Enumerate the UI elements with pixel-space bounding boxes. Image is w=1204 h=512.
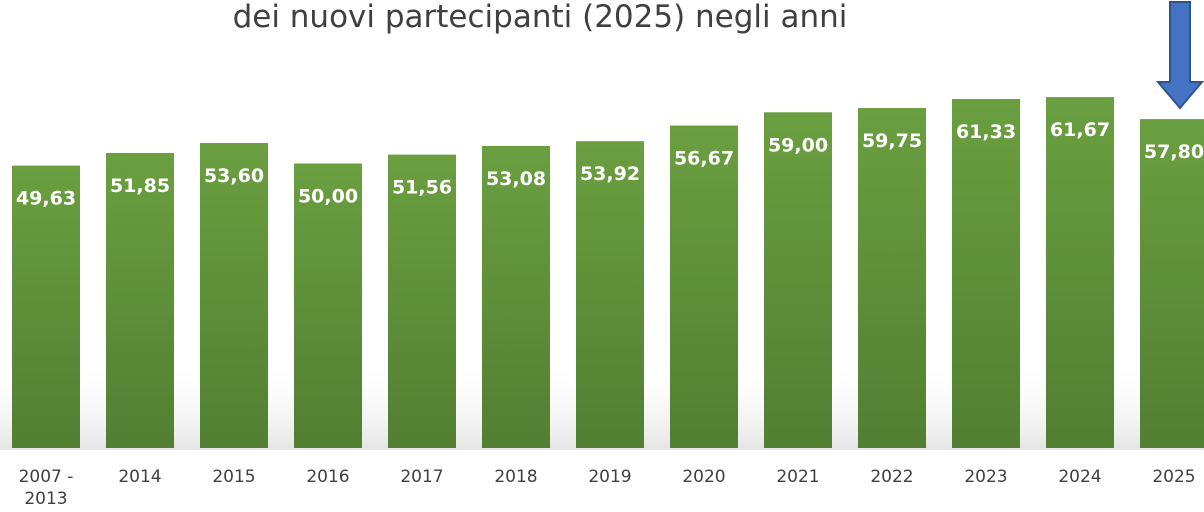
- x-tick-label: 2023: [964, 467, 1008, 487]
- bar: [858, 108, 926, 449]
- value-label: 57,80: [1144, 141, 1204, 163]
- x-tick-label: 2024: [1058, 467, 1102, 487]
- x-tick-label: 2022: [870, 467, 914, 487]
- x-tick-label: 2015: [212, 467, 256, 487]
- bar: [294, 163, 362, 448]
- bar: [12, 165, 80, 449]
- x-tick-label: 2021: [776, 467, 820, 487]
- x-tick-label: 2017: [400, 467, 444, 487]
- x-tick-label: 2025: [1152, 467, 1196, 487]
- bar: [200, 143, 268, 449]
- value-label: 49,63: [16, 188, 76, 210]
- bar: [1046, 97, 1114, 448]
- value-label: 59,00: [768, 134, 828, 156]
- value-label: 59,75: [862, 130, 922, 152]
- value-label: 50,00: [298, 186, 358, 208]
- value-label: 53,92: [580, 163, 640, 185]
- x-tick-label: 2016: [306, 467, 350, 487]
- value-label: 56,67: [674, 148, 734, 170]
- bar: [576, 141, 644, 449]
- bar: [482, 145, 550, 448]
- x-tick-label: 2014: [118, 467, 162, 487]
- x-tick-label: 2018: [494, 467, 538, 487]
- value-label: 51,85: [110, 175, 170, 197]
- x-tick-label: 2019: [588, 467, 632, 487]
- chart-title: dei nuovi partecipanti (2025) negli anni: [233, 0, 848, 35]
- bar: [1140, 119, 1204, 449]
- bar: [670, 125, 738, 448]
- value-label: 53,60: [204, 165, 264, 187]
- x-tick-label: 2020: [682, 467, 726, 487]
- arrow-icon: [1155, 1, 1204, 110]
- value-label: 61,33: [956, 121, 1016, 143]
- x-tick-label: 2007 - 2013: [18, 467, 74, 509]
- value-label: 61,67: [1050, 119, 1110, 141]
- bar: [388, 154, 456, 448]
- bar: [952, 99, 1020, 449]
- value-label: 51,56: [392, 177, 452, 199]
- bar: [106, 152, 174, 448]
- bar: [764, 112, 832, 448]
- value-label: 53,08: [486, 168, 546, 190]
